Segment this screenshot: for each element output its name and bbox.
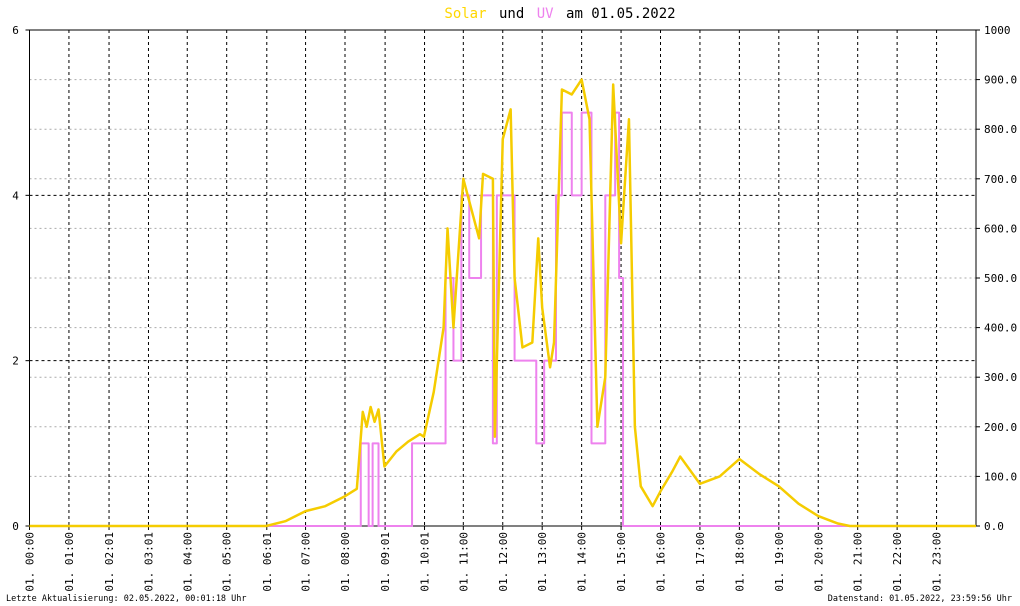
x-tick-label: 01. 14:00 (576, 532, 589, 592)
footer-left: Letzte Aktualisierung: 02.05.2022, 00:01… (6, 594, 247, 604)
x-tick-label: 01. 12:00 (497, 532, 510, 592)
y2-tick-label: 400.0 (984, 322, 1017, 335)
x-tick-label: 01. 23:00 (931, 532, 944, 592)
y2-tick-label: 200.0 (984, 421, 1017, 434)
x-tick-label: 01. 02:01 (103, 532, 116, 592)
y2-tick-label: 100.0 (984, 470, 1017, 483)
x-tick-label: 01. 18:00 (733, 532, 746, 592)
x-tick-label: 01. 16:00 (655, 532, 668, 592)
y-tick-label: 2 (12, 355, 19, 368)
x-tick-label: 01. 05:00 (221, 532, 234, 592)
y-tick-label: 0 (12, 520, 19, 533)
x-tick-label: 01. 01:00 (63, 532, 76, 592)
y2-tick-label: 900.0 (984, 74, 1017, 87)
x-tick-label: 01. 19:00 (773, 532, 786, 592)
y2-tick-label: 600.0 (984, 222, 1017, 235)
title-uv: UV (537, 6, 554, 22)
y2-tick-label: 800.0 (984, 123, 1017, 136)
y-tick-label: 4 (12, 189, 19, 202)
x-tick-label: 01. 20:00 (812, 532, 825, 592)
x-tick-label: 01. 08:00 (339, 532, 352, 592)
x-tick-label: 01. 13:00 (536, 532, 549, 592)
series-line (29, 78, 976, 528)
x-tick-label: 01. 04:00 (181, 532, 194, 592)
x-tick-label: 01. 21:00 (852, 532, 865, 592)
y-tick-label: 6 (12, 24, 19, 37)
y2-tick-label: 500.0 (984, 272, 1017, 285)
x-tick-label: 01. 22:00 (891, 532, 904, 592)
x-tick-label: 01. 15:00 (615, 532, 628, 592)
y2-tick-label: 1000 (984, 24, 1011, 37)
y2-tick-label: 0.0 (984, 520, 1004, 533)
y2-tick-label: 700.0 (984, 173, 1017, 186)
x-tick-label: 01. 00:00 (24, 532, 37, 592)
series-line (29, 111, 976, 527)
x-tick-label: 01. 11:00 (457, 532, 470, 592)
y2-tick-label: 300.0 (984, 371, 1017, 384)
title-date: am 01.05.2022 (566, 6, 676, 22)
x-tick-label: 01. 07:00 (300, 532, 313, 592)
footer-right: Datenstand: 01.05.2022, 23:59:56 Uhr (828, 594, 1012, 604)
title-und: und (499, 6, 524, 22)
x-tick-label: 01. 09:01 (379, 532, 392, 592)
title-solar: Solar (444, 6, 486, 22)
x-tick-label: 01. 03:01 (142, 532, 155, 592)
plot-frame (29, 29, 977, 527)
x-tick-label: 01. 17:00 (694, 532, 707, 592)
chart-title: Solar und UV am 01.05.2022 (444, 6, 675, 22)
x-tick-label: 01. 10:01 (419, 532, 432, 592)
x-tick-label: 01. 06:01 (261, 532, 274, 592)
